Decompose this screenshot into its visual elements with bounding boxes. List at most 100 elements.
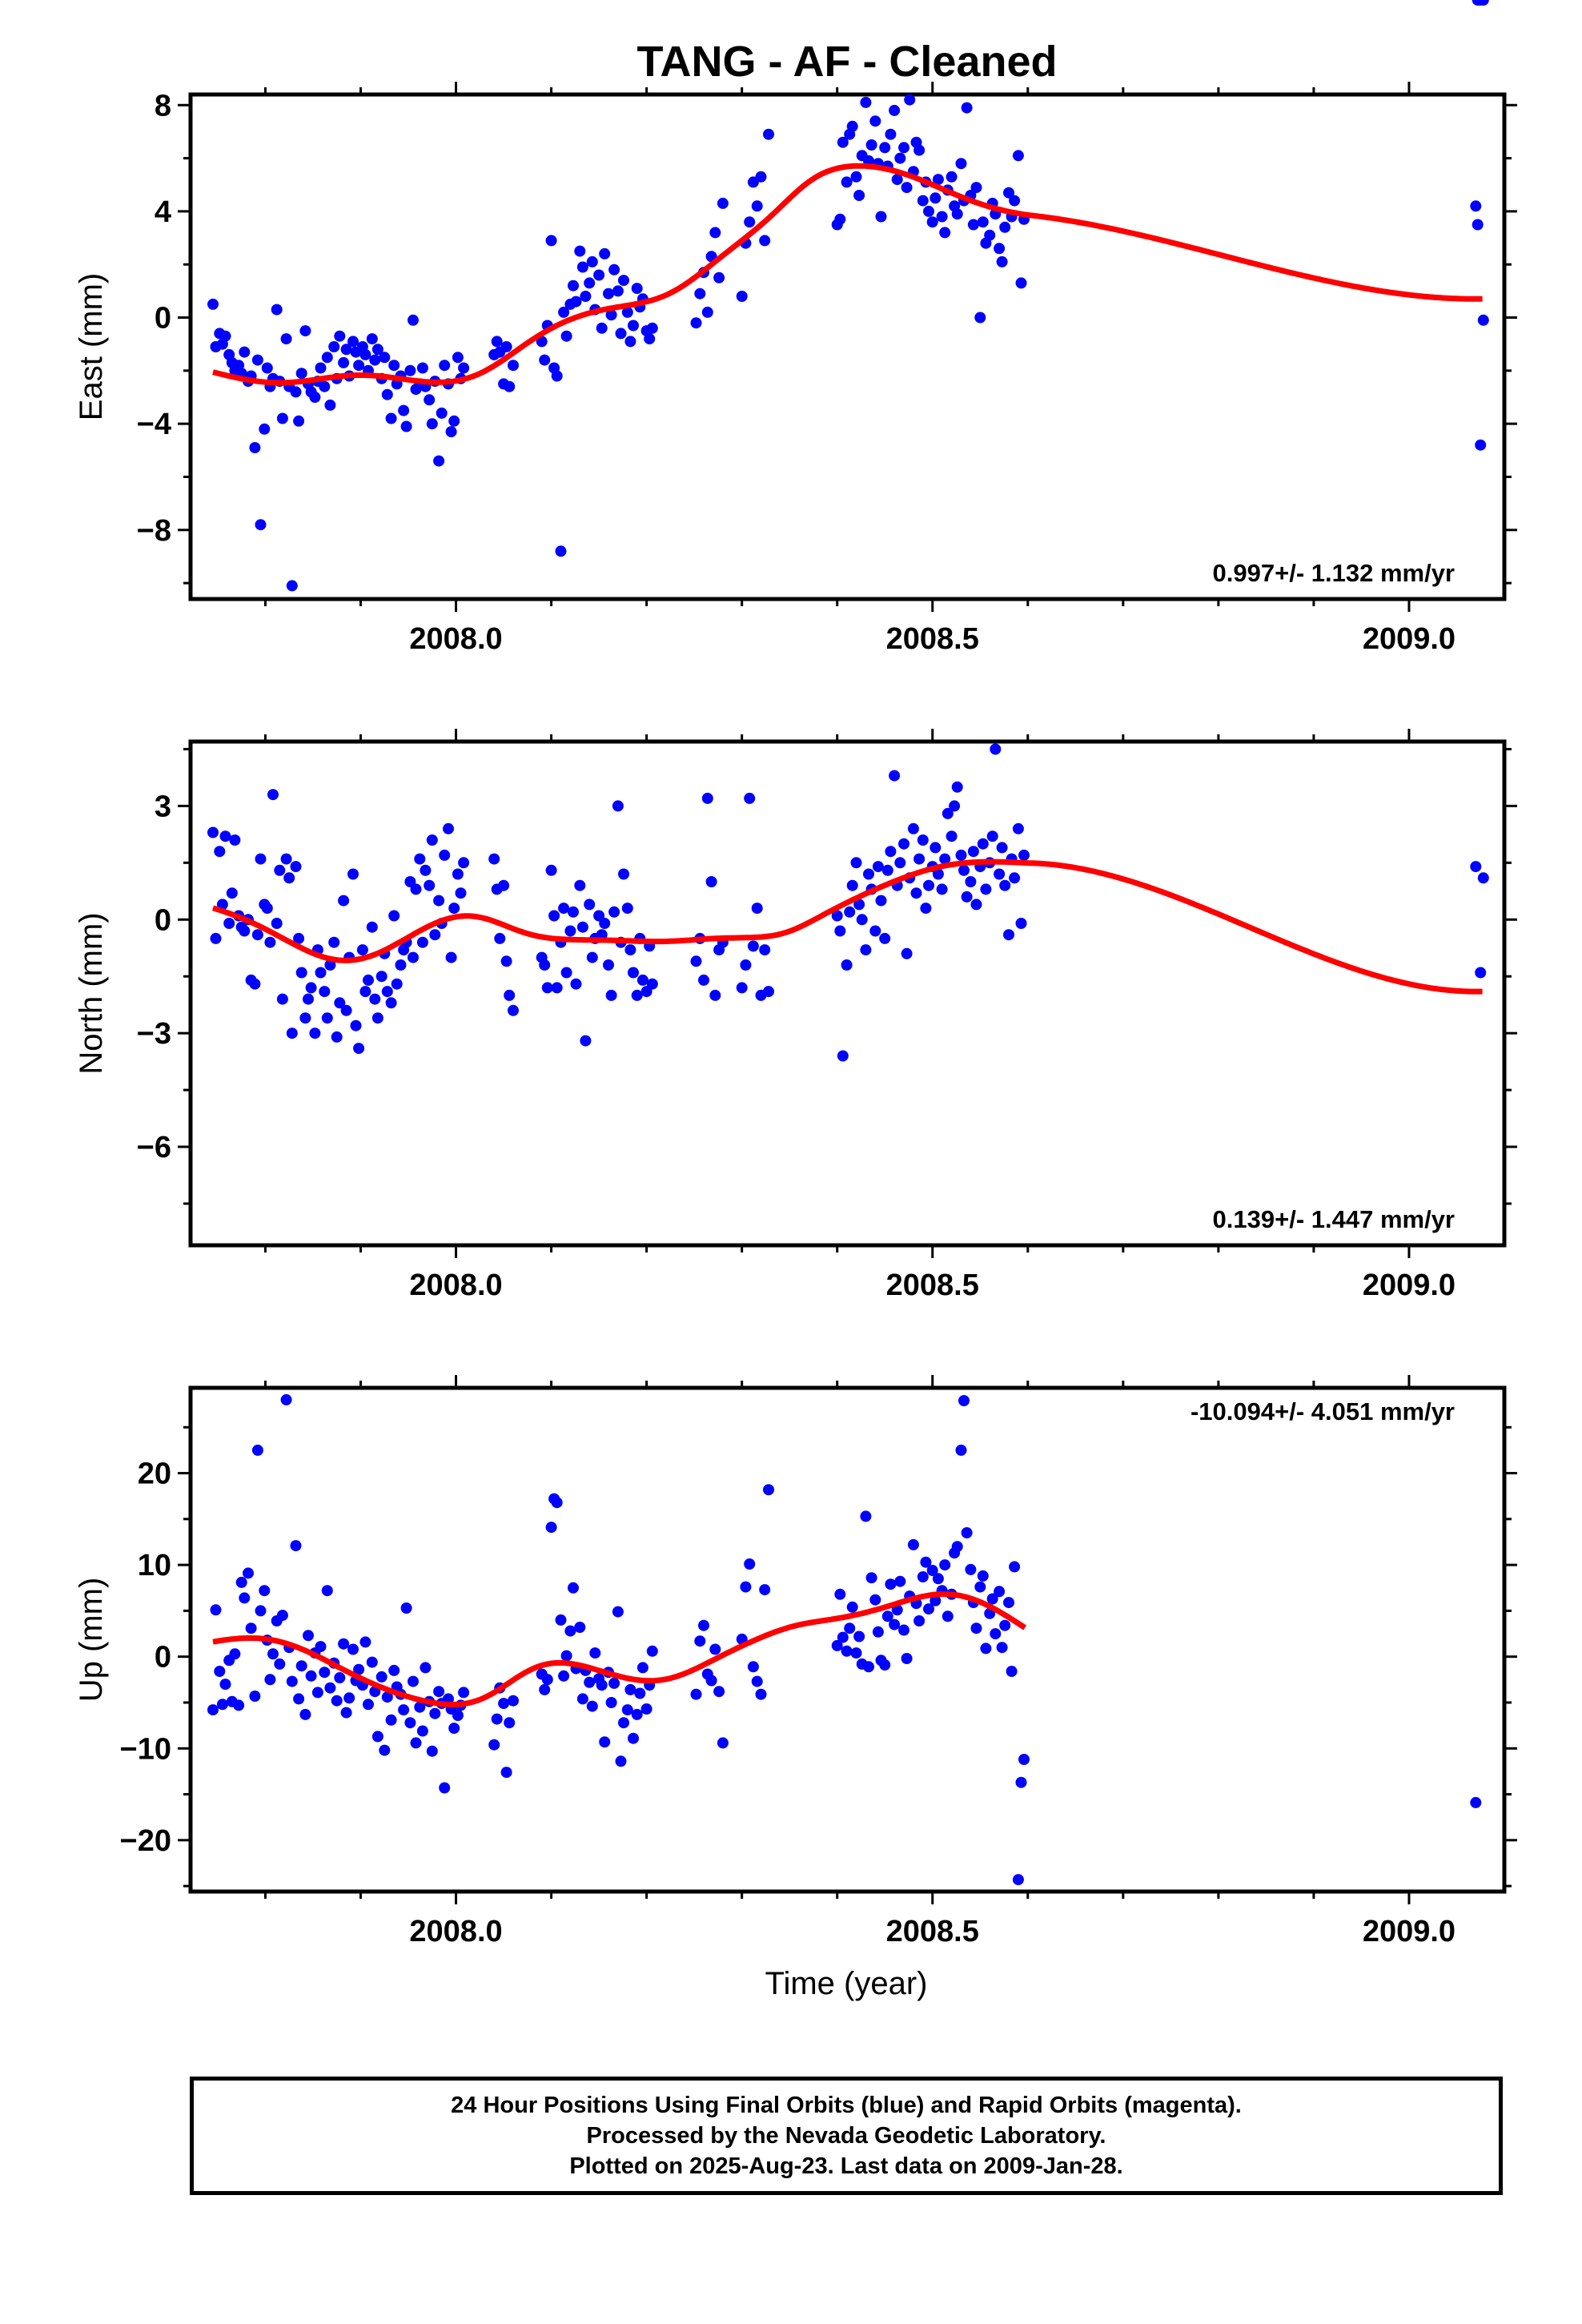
data-point: [439, 849, 451, 861]
data-point: [879, 1659, 891, 1671]
data-point: [371, 1731, 383, 1743]
data-point: [381, 986, 393, 998]
data-point: [293, 932, 305, 944]
data-point: [841, 1645, 853, 1657]
data-point: [853, 1630, 865, 1642]
data-point: [980, 883, 992, 895]
data-point: [381, 388, 393, 400]
data-point: [996, 1642, 1008, 1654]
data-point: [395, 959, 407, 971]
data-point: [596, 322, 608, 334]
data-point: [596, 1679, 608, 1691]
data-point: [901, 182, 913, 194]
data-point: [551, 370, 563, 382]
data-point: [280, 853, 292, 865]
data-point: [875, 211, 887, 223]
data-point: [885, 1578, 897, 1590]
data-point: [1477, 872, 1489, 884]
data-point: [243, 1567, 254, 1579]
data-point: [388, 910, 400, 922]
data-point: [846, 120, 858, 132]
data-point: [586, 1700, 598, 1712]
data-point: [488, 1739, 500, 1751]
data-point: [844, 906, 856, 918]
data-point: [853, 190, 865, 201]
data-point: [283, 872, 295, 884]
data-point: [612, 285, 624, 297]
chart-title: TANG - AF - Cleaned: [637, 38, 1058, 86]
north-panel: 2008.0 2008.5 2009.0 −6 −3 0 3 North (mm) 0.139+…: [74, 729, 1517, 1302]
data-point: [363, 974, 374, 986]
data-point: [965, 1563, 977, 1575]
data-point: [500, 1767, 512, 1779]
data-point: [448, 1723, 460, 1735]
data-point: [1477, 314, 1489, 326]
data-point: [970, 182, 982, 194]
data-point: [698, 974, 709, 986]
data-point: [508, 1695, 519, 1707]
data-point: [568, 1582, 579, 1594]
data-point: [920, 1556, 932, 1568]
data-point: [276, 1610, 288, 1622]
data-point: [709, 989, 721, 1001]
y-tick-label: 0: [155, 1641, 171, 1675]
data-point: [570, 978, 582, 990]
data-point: [1477, 0, 1489, 6]
data-point: [837, 1631, 849, 1643]
data-point: [913, 144, 926, 156]
data-point: [599, 918, 611, 929]
data-point: [371, 1012, 383, 1024]
data-point: [375, 1671, 387, 1683]
data-point: [574, 245, 586, 257]
data-point: [846, 1601, 858, 1613]
data-point: [961, 102, 973, 114]
data-point: [443, 822, 454, 834]
data-point: [584, 277, 596, 289]
data-point: [568, 906, 579, 918]
data-point: [628, 967, 639, 979]
y-tick-label: 4: [155, 195, 171, 229]
data-point: [869, 115, 881, 127]
data-point: [860, 944, 872, 956]
data-point: [433, 1686, 445, 1698]
data-point: [631, 1708, 643, 1720]
data-point: [913, 853, 926, 865]
data-point: [603, 959, 614, 971]
data-point: [424, 394, 436, 406]
data-point: [239, 346, 251, 358]
data-point: [615, 328, 627, 340]
data-point: [850, 857, 862, 869]
data-point: [1470, 200, 1482, 212]
data-point: [736, 982, 748, 994]
data-point: [251, 929, 263, 941]
data-point: [452, 352, 464, 364]
data-point: [338, 356, 350, 368]
data-point: [445, 951, 457, 963]
data-point: [690, 317, 702, 329]
data-point: [280, 1393, 292, 1405]
data-point: [603, 287, 614, 300]
data-point: [353, 1043, 365, 1055]
data-point: [504, 380, 516, 392]
data-point: [970, 1622, 982, 1634]
data-point: [436, 407, 448, 419]
data-point: [856, 914, 868, 926]
data-point: [408, 951, 419, 963]
data-point: [974, 312, 986, 324]
north-points: [207, 743, 1489, 1062]
data-point: [951, 208, 963, 220]
data-point: [926, 1565, 938, 1576]
data-point: [872, 861, 884, 873]
up-rate-label: -10.094+/- 4.051 mm/yr: [1191, 1397, 1455, 1425]
data-point: [879, 932, 891, 944]
data-point: [233, 1699, 245, 1711]
data-point: [901, 947, 913, 959]
data-point: [923, 1603, 934, 1615]
data-point: [321, 1012, 333, 1024]
data-point: [621, 1704, 633, 1716]
data-point: [324, 959, 336, 971]
data-point: [424, 879, 436, 891]
data-point: [977, 216, 989, 228]
data-point: [416, 936, 428, 948]
data-point: [628, 320, 639, 332]
